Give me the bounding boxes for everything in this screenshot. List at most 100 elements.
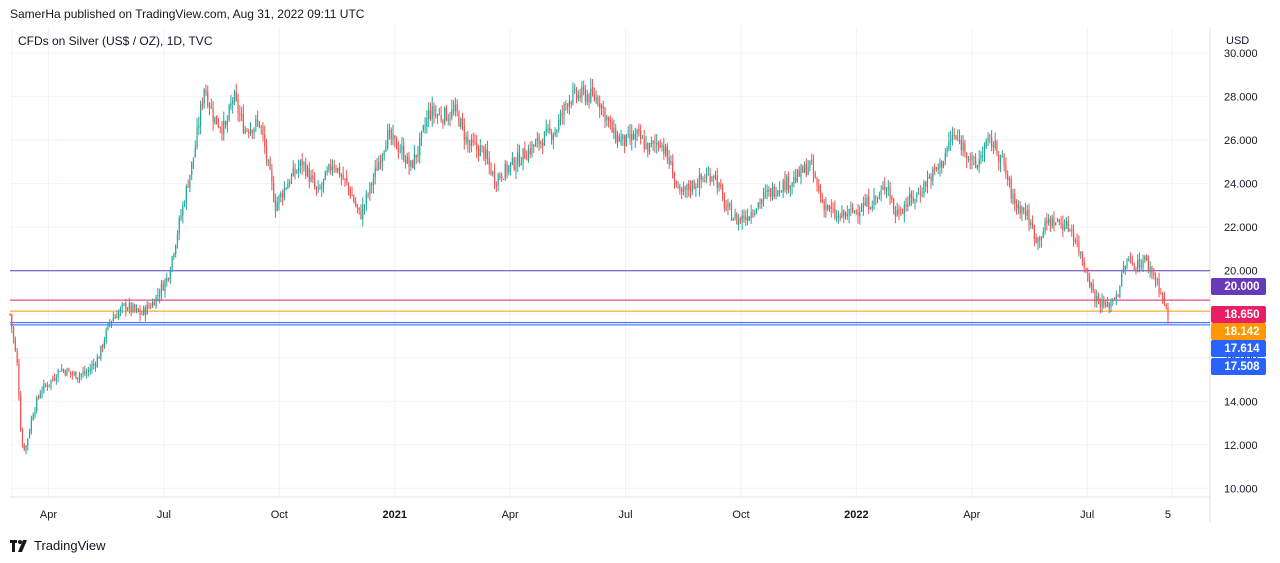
candle bbox=[251, 129, 253, 139]
candle bbox=[1158, 272, 1160, 298]
candle bbox=[1008, 176, 1011, 188]
candle bbox=[255, 114, 257, 132]
candle bbox=[839, 212, 841, 222]
candle bbox=[780, 190, 782, 193]
candle bbox=[456, 99, 458, 117]
candle bbox=[846, 205, 848, 220]
candle bbox=[103, 336, 106, 350]
candle bbox=[632, 130, 635, 141]
candle bbox=[887, 180, 889, 197]
candle bbox=[144, 305, 146, 322]
candle bbox=[533, 144, 535, 153]
candle bbox=[338, 162, 341, 178]
candle bbox=[609, 115, 611, 130]
candle bbox=[789, 184, 791, 197]
candle bbox=[45, 383, 47, 388]
candle bbox=[1099, 298, 1101, 314]
candle bbox=[1067, 215, 1069, 233]
candle bbox=[381, 152, 383, 172]
candle bbox=[137, 307, 139, 313]
candle bbox=[185, 184, 187, 211]
candle bbox=[46, 381, 49, 391]
candle bbox=[919, 185, 921, 203]
candle bbox=[153, 298, 155, 306]
candle bbox=[77, 377, 79, 383]
candle bbox=[355, 197, 357, 208]
candle bbox=[1140, 259, 1142, 271]
candle bbox=[588, 92, 590, 109]
candle bbox=[155, 295, 157, 309]
x-tick-label: Apr bbox=[963, 509, 980, 521]
candle bbox=[404, 154, 407, 169]
tradingview-footer[interactable]: TradingView bbox=[10, 538, 106, 553]
x-tick-label: Apr bbox=[502, 509, 519, 521]
candle bbox=[934, 163, 936, 175]
candle bbox=[866, 194, 868, 208]
candle bbox=[1042, 227, 1044, 239]
price-axis[interactable]: USD10.00012.00014.00016.00018.00020.0002… bbox=[1224, 35, 1258, 495]
candle bbox=[905, 197, 907, 213]
candle bbox=[983, 142, 986, 163]
time-axis[interactable]: Apr Jul Oct 2021 Apr Jul Oct 2022 Apr Jul 5 bbox=[40, 509, 1171, 521]
candle bbox=[558, 113, 560, 133]
candle bbox=[951, 126, 954, 146]
candle bbox=[834, 200, 836, 221]
candle bbox=[805, 158, 807, 178]
candle bbox=[1080, 251, 1082, 259]
candle bbox=[559, 109, 562, 126]
candle bbox=[112, 311, 114, 322]
symbol-legend[interactable]: CFDs on Silver (US$ / OZ), 1D, TVC bbox=[18, 34, 213, 48]
candle bbox=[857, 203, 859, 224]
candle bbox=[1030, 219, 1032, 230]
candle bbox=[1092, 279, 1094, 294]
candle bbox=[1112, 298, 1114, 306]
candle bbox=[1065, 217, 1068, 229]
price-chart[interactable]: USD10.00012.00014.00016.00018.00020.0002… bbox=[0, 0, 1280, 530]
candle bbox=[917, 187, 920, 195]
candle bbox=[96, 353, 98, 368]
candle bbox=[782, 178, 784, 198]
candle bbox=[736, 211, 738, 225]
candle bbox=[579, 88, 581, 102]
candle bbox=[1154, 272, 1157, 288]
candle bbox=[39, 389, 41, 399]
candle bbox=[424, 117, 426, 134]
candle bbox=[21, 427, 24, 448]
candle bbox=[198, 116, 200, 135]
candle bbox=[367, 192, 369, 199]
candle bbox=[939, 158, 941, 177]
candle bbox=[654, 134, 656, 153]
x-tick-label: Oct bbox=[271, 509, 288, 521]
candle bbox=[390, 127, 392, 146]
candle bbox=[150, 302, 152, 310]
candle bbox=[477, 144, 480, 162]
candle bbox=[125, 298, 127, 317]
candle bbox=[248, 128, 250, 139]
candle bbox=[492, 170, 494, 177]
candle bbox=[1072, 224, 1075, 247]
candle bbox=[1074, 237, 1076, 245]
candle bbox=[287, 178, 289, 189]
candle bbox=[132, 302, 134, 314]
candle bbox=[907, 196, 909, 212]
candle bbox=[903, 200, 905, 223]
candle bbox=[524, 141, 526, 160]
candle bbox=[935, 166, 937, 172]
candle bbox=[862, 196, 864, 216]
candle bbox=[465, 132, 467, 146]
candle bbox=[636, 128, 638, 142]
candle bbox=[814, 170, 816, 179]
candle bbox=[522, 148, 524, 171]
candle bbox=[324, 170, 326, 180]
candle bbox=[987, 132, 989, 146]
candle bbox=[675, 180, 677, 188]
candle bbox=[426, 110, 428, 134]
candle bbox=[378, 155, 380, 171]
candle bbox=[1055, 222, 1057, 226]
candle bbox=[664, 143, 667, 157]
candle bbox=[816, 176, 818, 192]
candle bbox=[207, 85, 209, 109]
candle bbox=[821, 192, 823, 204]
candle bbox=[1151, 265, 1153, 280]
candle bbox=[700, 172, 702, 189]
